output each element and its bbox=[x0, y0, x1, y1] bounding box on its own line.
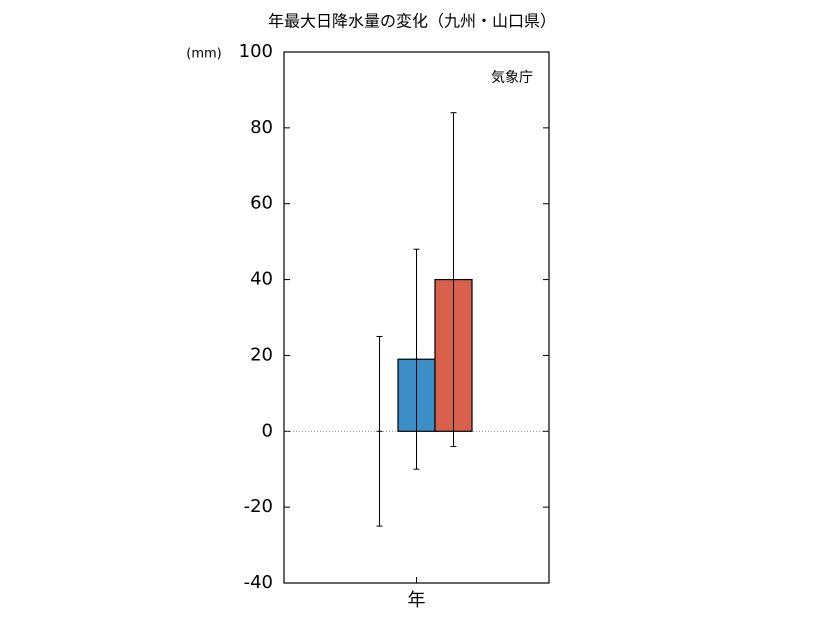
error-bar bbox=[450, 112, 457, 447]
y-tick-label: 100 bbox=[239, 41, 273, 62]
x-tick-label: 年 bbox=[408, 590, 426, 611]
chart-title: 年最大日降水量の変化（九州・山口県） bbox=[268, 12, 556, 31]
annotation: 気象庁 bbox=[491, 70, 533, 86]
error-bar bbox=[413, 248, 420, 470]
error-bar bbox=[376, 335, 383, 527]
y-tick-label: 20 bbox=[250, 344, 273, 365]
y-tick-label: 60 bbox=[250, 193, 273, 214]
y-axis-label: (mm) bbox=[186, 47, 221, 62]
y-tick-label: 80 bbox=[250, 117, 273, 138]
y-tick-label: 0 bbox=[262, 420, 273, 441]
y-tick-label: -40 bbox=[244, 572, 273, 593]
y-tick-label: 40 bbox=[250, 269, 273, 290]
plot-frame bbox=[283, 51, 550, 584]
y-tick-label: -20 bbox=[244, 496, 273, 517]
